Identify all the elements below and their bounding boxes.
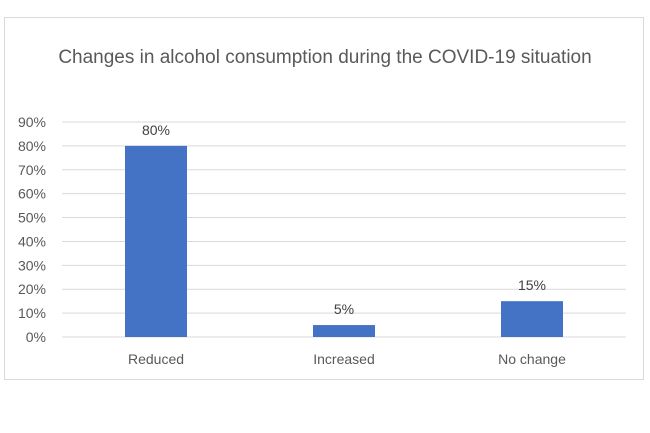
bar-reduced <box>125 145 187 337</box>
x-category-label: No change <box>498 351 566 367</box>
y-tick-label: 40% <box>18 233 46 249</box>
y-tick-label: 0% <box>26 329 46 345</box>
data-label: 15% <box>518 277 546 293</box>
y-tick-label: 10% <box>18 305 46 321</box>
y-tick-label: 50% <box>18 210 46 226</box>
data-label: 80% <box>142 122 170 138</box>
data-label: 5% <box>334 301 354 317</box>
y-tick-label: 20% <box>18 281 46 297</box>
bar-no-change <box>501 301 563 337</box>
bar-increased <box>313 325 375 337</box>
y-tick-label: 80% <box>18 138 46 154</box>
x-category-label: Increased <box>313 351 374 367</box>
y-tick-label: 90% <box>18 114 46 130</box>
chart-title: Changes in alcohol consumption during th… <box>58 47 592 68</box>
y-tick-label: 30% <box>18 257 46 273</box>
chart-frame: Changes in alcohol consumption during th… <box>4 17 644 380</box>
y-tick-label: 70% <box>18 162 46 178</box>
y-tick-label: 60% <box>18 186 46 202</box>
x-category-label: Reduced <box>128 351 184 367</box>
